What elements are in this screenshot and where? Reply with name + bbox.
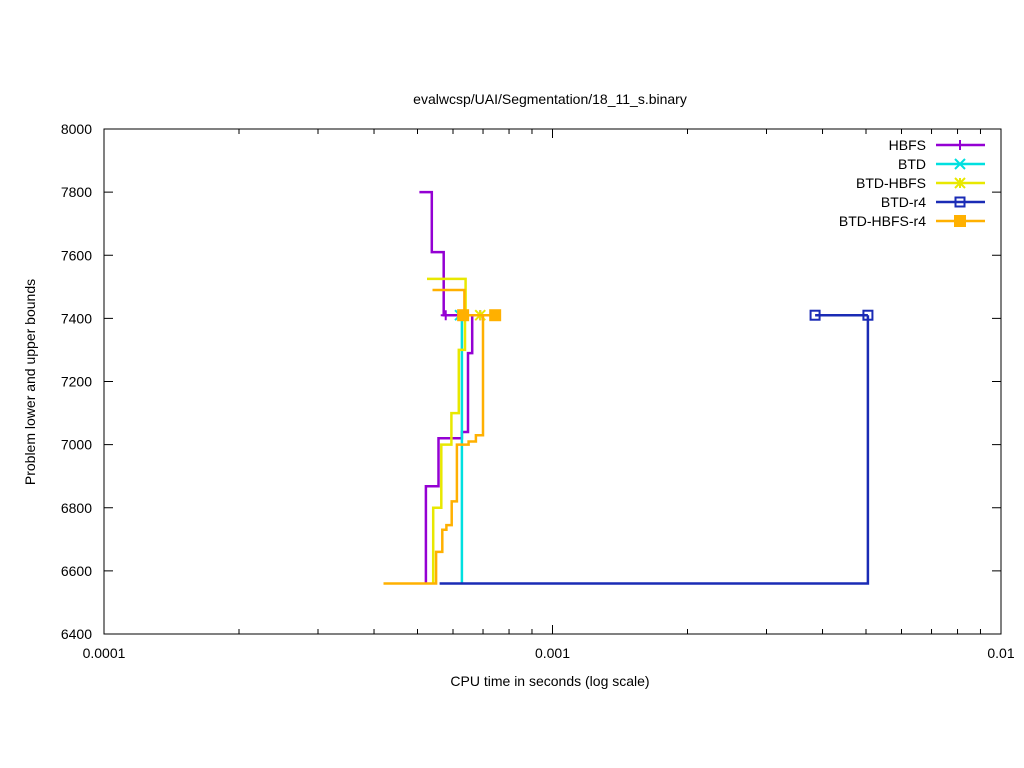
legend-label: BTD-HBFS-r4	[839, 213, 926, 229]
axis-ticks: 6400 6600 6800 7000 7200 7400 7600 7800 8000 0.00…	[61, 121, 1015, 661]
y-tick-label: 6600	[61, 563, 92, 579]
y-tick-label: 7200	[61, 374, 92, 390]
legend-label: BTD-HBFS	[856, 175, 926, 191]
legend-swatch-marker	[955, 140, 965, 150]
legend-entry: BTD-HBFS-r4	[839, 213, 985, 229]
x-axis-label: CPU time in seconds (log scale)	[450, 673, 649, 689]
x-tick-label: 0.0001	[83, 645, 126, 661]
y-axis-label: Problem lower and upper bounds	[22, 279, 38, 485]
x-tick-label: 0.001	[535, 645, 570, 661]
data-point-marker	[440, 310, 451, 321]
legend-label: HBFS	[889, 137, 926, 153]
series-lower-bound-line	[431, 315, 467, 584]
legend-swatch-marker	[954, 196, 966, 208]
legend-entry: HBFS	[889, 137, 985, 153]
plot-frame	[103, 128, 1002, 635]
x-tick-label: 0.01	[987, 645, 1014, 661]
legend-label: BTD-r4	[881, 194, 926, 210]
legend-swatch-marker	[954, 158, 966, 170]
legend-label: BTD	[898, 156, 926, 172]
legend: HBFS BTD BTD-HBFS BTD-r4 BTD-HBFS-r4	[839, 137, 985, 229]
legend-entry: BTD-r4	[881, 194, 985, 210]
legend-swatch-marker	[954, 215, 966, 227]
y-tick-label: 7000	[61, 437, 92, 453]
legend-swatch-marker	[954, 177, 966, 189]
series-lower-bound-line	[439, 315, 870, 585]
data-point-marker	[457, 309, 470, 322]
data-point-marker	[809, 309, 821, 321]
y-tick-label: 8000	[61, 121, 92, 137]
series-btd-r4	[439, 309, 874, 585]
y-tick-label: 7800	[61, 184, 92, 200]
data-point-marker	[489, 309, 502, 322]
legend-entry: BTD	[898, 156, 985, 172]
y-tick-label: 6800	[61, 500, 92, 516]
y-tick-label: 7600	[61, 247, 92, 263]
series-btd-hbfs-r4	[383, 288, 502, 585]
chart-title: evalwcsp/UAI/Segmentation/18_11_s.binary	[413, 91, 687, 107]
legend-entry: BTD-HBFS	[856, 175, 985, 191]
y-tick-label: 6400	[61, 626, 92, 642]
series-lower-bound-line	[383, 315, 485, 585]
series-layer	[383, 190, 874, 585]
y-tick-label: 7400	[61, 310, 92, 326]
data-point-marker	[862, 309, 874, 321]
series-upper-bound-line	[432, 288, 496, 317]
